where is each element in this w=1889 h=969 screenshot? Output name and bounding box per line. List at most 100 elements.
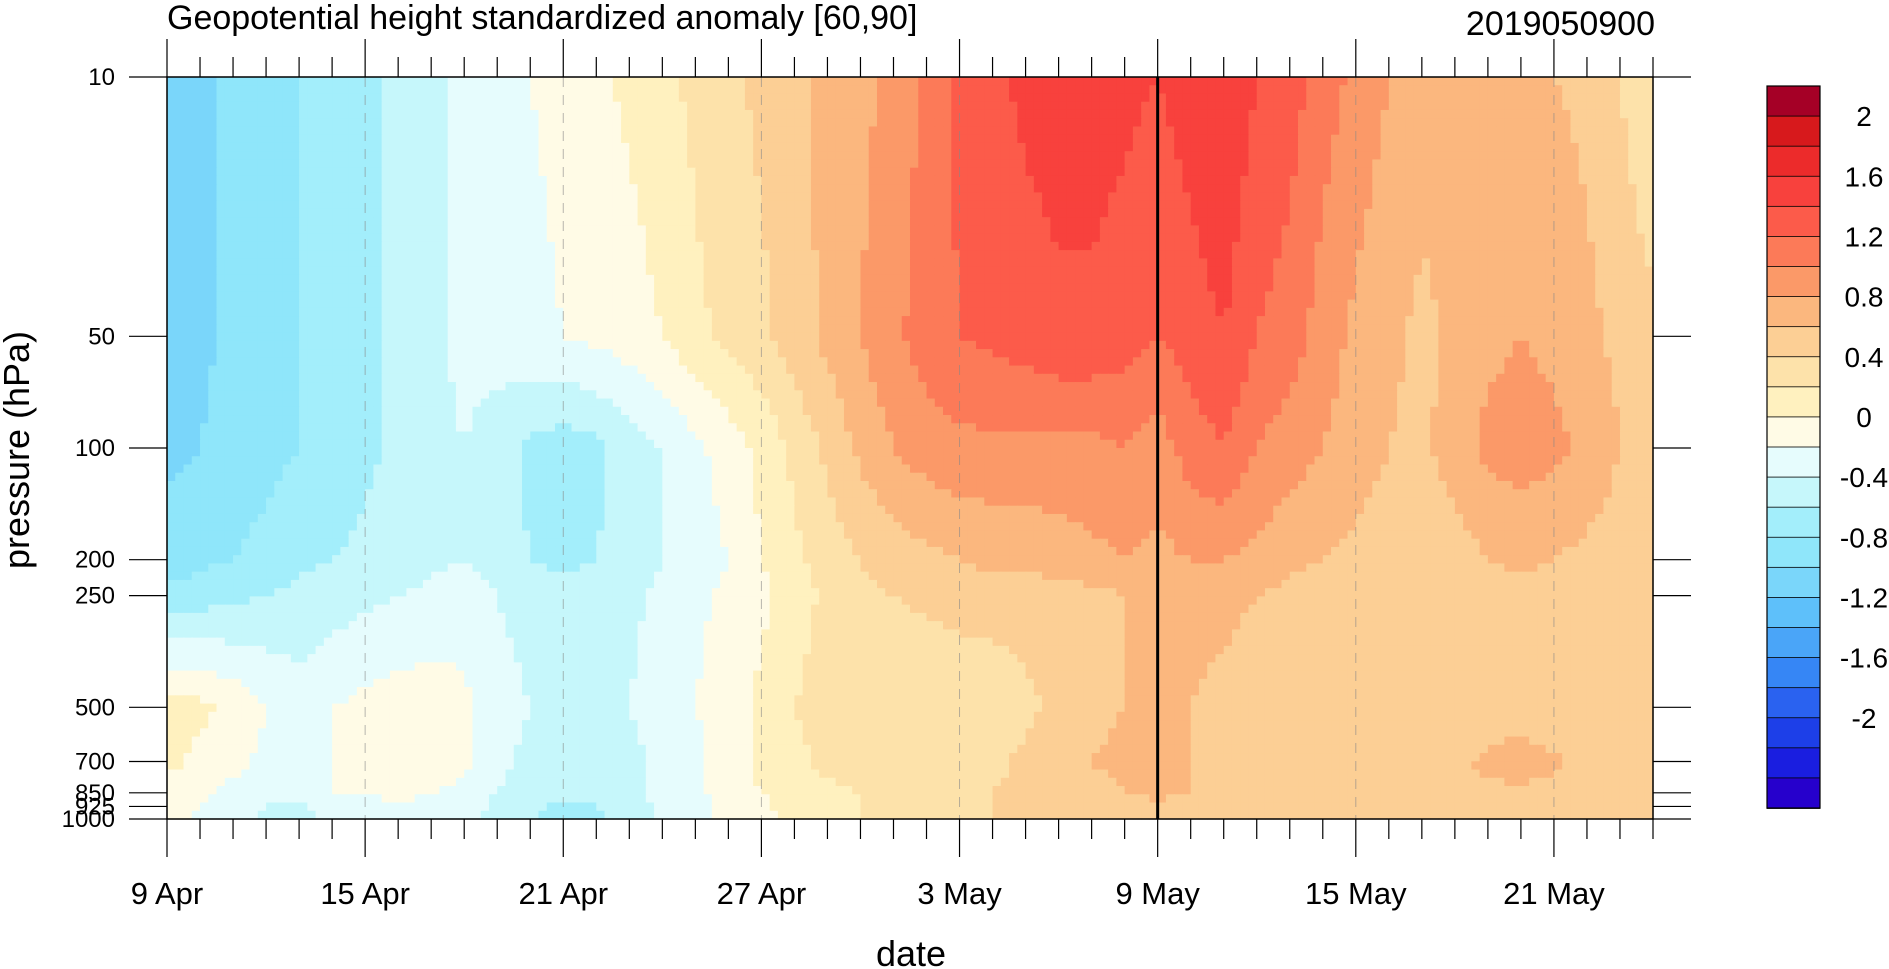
field-cell <box>175 118 185 128</box>
field-cell <box>1050 208 1060 218</box>
field-cell <box>678 258 688 268</box>
field-cell <box>183 184 193 194</box>
field-cell <box>1264 283 1274 292</box>
field-cell <box>1000 266 1010 276</box>
field-cell <box>654 291 663 301</box>
field-cell <box>744 250 754 259</box>
field-cell <box>645 77 655 86</box>
field-cell <box>530 225 540 235</box>
field-cell <box>1314 258 1324 268</box>
field-cell <box>976 184 985 194</box>
field-cell <box>1091 151 1101 161</box>
field-cell <box>934 184 944 194</box>
field-cell <box>1083 217 1093 226</box>
field-cell <box>612 241 622 251</box>
field-cell <box>951 241 961 251</box>
field-cell <box>893 184 903 194</box>
field-cell <box>1446 250 1456 259</box>
field-cell <box>1141 151 1151 161</box>
field-cell <box>1240 118 1250 128</box>
field-cell <box>315 93 325 103</box>
field-cell <box>513 225 523 235</box>
field-cell <box>1264 192 1274 202</box>
field-cell <box>398 291 408 301</box>
field-cell <box>1512 274 1522 284</box>
field-cell <box>1264 208 1274 218</box>
field-cell <box>1157 225 1167 235</box>
field-cell <box>175 299 185 309</box>
field-cell <box>1108 151 1117 161</box>
field-cell <box>521 134 531 144</box>
field-cell <box>1570 200 1580 210</box>
field-cell <box>1487 217 1497 226</box>
field-cell <box>843 109 853 119</box>
field-cell <box>406 299 416 309</box>
field-cell <box>200 208 209 218</box>
field-cell <box>274 233 284 243</box>
field-cell <box>1165 258 1175 268</box>
field-cell <box>233 258 242 268</box>
field-cell <box>1537 126 1547 136</box>
field-cell <box>241 184 251 194</box>
field-cell <box>290 250 300 259</box>
field-cell <box>1463 126 1472 136</box>
field-cell <box>373 241 383 251</box>
field-cell <box>1116 291 1126 301</box>
field-cell <box>1256 258 1266 268</box>
field-cell <box>340 159 350 169</box>
field-cell <box>1182 274 1192 284</box>
field-cell <box>852 258 862 268</box>
field-cell <box>1256 200 1266 210</box>
field-cell <box>455 192 465 202</box>
field-cell <box>1331 283 1340 292</box>
field-cell <box>761 101 771 111</box>
field-cell <box>711 258 721 268</box>
field-cell <box>1165 291 1175 301</box>
field-cell <box>1529 274 1539 284</box>
field-cell <box>934 77 944 86</box>
field-cell <box>1165 134 1175 144</box>
field-cell <box>654 283 663 292</box>
field-cell <box>431 225 441 235</box>
field-cell <box>1165 208 1175 218</box>
field-cell <box>662 258 672 268</box>
field-cell <box>1603 85 1613 95</box>
field-cell <box>1017 299 1027 309</box>
field-cell <box>670 159 680 169</box>
field-cell <box>282 192 292 202</box>
field-cell <box>1397 134 1406 144</box>
field-cell <box>835 167 845 177</box>
field-cell <box>422 299 432 309</box>
field-cell <box>843 101 853 111</box>
field-cell <box>654 200 663 210</box>
field-cell <box>1619 250 1629 259</box>
field-cell <box>1165 159 1175 169</box>
field-cell <box>406 77 416 86</box>
field-cell <box>497 151 507 161</box>
field-cell <box>678 167 688 177</box>
field-cell <box>1397 258 1406 268</box>
field-cell <box>910 77 919 86</box>
field-cell <box>307 217 317 226</box>
field-cell <box>1496 175 1505 185</box>
field-cell <box>629 200 639 210</box>
field-cell <box>464 283 474 292</box>
field-cell <box>1149 192 1159 202</box>
field-cell <box>464 217 474 226</box>
field-cell <box>1322 142 1332 152</box>
field-cell <box>1496 225 1505 235</box>
field-cell <box>282 283 292 292</box>
field-cell <box>488 208 498 218</box>
field-cell <box>711 101 721 111</box>
field-cell <box>480 85 490 95</box>
field-cell <box>1099 274 1109 284</box>
field-cell <box>497 142 507 152</box>
field-cell <box>422 109 432 119</box>
field-cell <box>621 192 630 202</box>
field-cell <box>1372 208 1382 218</box>
field-cell <box>257 175 267 185</box>
field-cell <box>488 217 498 226</box>
field-cell <box>918 85 928 95</box>
field-cell <box>1149 184 1159 194</box>
field-cell <box>1248 142 1258 152</box>
